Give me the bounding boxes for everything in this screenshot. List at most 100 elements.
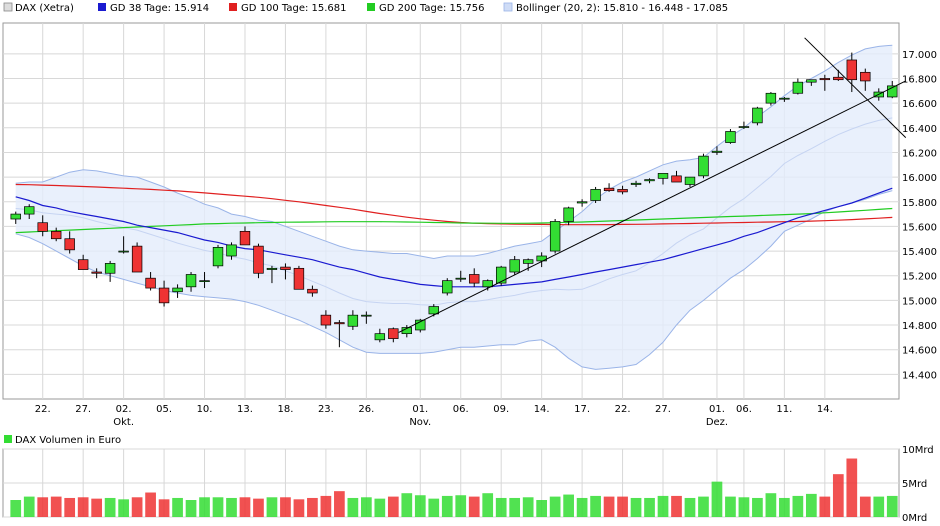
trend-line-1 bbox=[804, 37, 907, 139]
volume-bar-47 bbox=[644, 497, 655, 517]
volume-bar-7 bbox=[104, 497, 116, 517]
volume-bar-22 bbox=[307, 497, 318, 517]
volume-bar-44 bbox=[603, 496, 615, 517]
trend-lines bbox=[398, 37, 907, 333]
candle-body-53 bbox=[725, 131, 736, 143]
candle-body-52 bbox=[711, 150, 723, 153]
volume-bar-56 bbox=[765, 493, 777, 517]
candle-body-34 bbox=[469, 274, 480, 284]
legend-swatch-gd38 bbox=[98, 3, 106, 11]
volume-bar-0 bbox=[10, 500, 22, 517]
candle-body-41 bbox=[563, 207, 574, 222]
volume-bar-9 bbox=[131, 497, 143, 517]
y-tick-5: 15.400 bbox=[902, 247, 937, 258]
volume-bar-61 bbox=[832, 474, 844, 517]
volume-bar-60 bbox=[819, 496, 831, 517]
candle-body-45 bbox=[617, 189, 628, 193]
y-tick-12: 16.800 bbox=[902, 74, 937, 85]
candle-body-11 bbox=[158, 287, 170, 304]
candle-body-48 bbox=[657, 173, 669, 179]
volume-bar-8 bbox=[118, 499, 129, 517]
volume-bar-12 bbox=[172, 497, 183, 517]
volume-bar-57 bbox=[779, 497, 790, 517]
bollinger-upper bbox=[15, 44, 893, 260]
legend-swatch-dax bbox=[3, 2, 13, 12]
volume-bar-19 bbox=[266, 497, 278, 517]
candle-body-40 bbox=[549, 221, 561, 252]
y-tick-1: 14.600 bbox=[902, 346, 937, 357]
candle-body-6 bbox=[91, 271, 102, 274]
volume-legend-swatch bbox=[4, 435, 12, 443]
vol-tick-2: 10Mrd bbox=[902, 445, 934, 456]
x-tick-4: 10. bbox=[197, 404, 213, 415]
volume-bar-31 bbox=[428, 498, 440, 517]
candle-body-49 bbox=[671, 175, 682, 183]
volume-bar-62 bbox=[846, 458, 858, 517]
candle-body-15 bbox=[212, 247, 224, 267]
legend-swatch-gd200 bbox=[367, 3, 375, 11]
candle-body-56 bbox=[765, 92, 777, 104]
x-tick-10: 06. bbox=[453, 404, 469, 415]
volume-bar-11 bbox=[158, 499, 170, 517]
volume-bar-40 bbox=[549, 496, 561, 517]
volume-bar-55 bbox=[752, 497, 763, 517]
y-tick-0: 14.400 bbox=[902, 370, 937, 381]
candle-body-24 bbox=[334, 322, 345, 325]
candle-body-13 bbox=[185, 274, 197, 288]
candle-body-38 bbox=[522, 259, 534, 264]
volume-bar-37 bbox=[509, 497, 521, 517]
y-tick-13: 17.000 bbox=[902, 50, 937, 61]
volume-bar-15 bbox=[212, 497, 224, 517]
candle-body-36 bbox=[495, 266, 507, 284]
x-tick-13: 17. bbox=[574, 404, 590, 415]
candle-body-51 bbox=[698, 155, 709, 177]
volume-title: DAX Volumen in Euro bbox=[15, 435, 121, 446]
legend-swatch-bollinger bbox=[503, 2, 513, 12]
candle-body-26 bbox=[361, 314, 372, 317]
x-tick-17: 06. bbox=[736, 404, 752, 415]
volume-bar-25 bbox=[347, 497, 359, 517]
candle-body-58 bbox=[792, 81, 804, 94]
volume-bar-2 bbox=[37, 497, 49, 517]
candle-body-39 bbox=[536, 255, 547, 262]
candle-body-27 bbox=[374, 333, 386, 341]
candle-body-19 bbox=[266, 267, 278, 270]
legend-dax: DAX (Xetra) bbox=[15, 3, 74, 14]
volume-bar-43 bbox=[590, 495, 601, 517]
x-tick-11: 09. bbox=[493, 404, 509, 415]
volume-bar-28 bbox=[387, 496, 399, 517]
candle-body-9 bbox=[131, 245, 143, 273]
volume-bar-48 bbox=[657, 495, 669, 517]
candle-body-35 bbox=[482, 280, 493, 288]
candle-body-31 bbox=[428, 306, 439, 315]
moving-averages bbox=[15, 183, 893, 288]
volume-y-axis: 0Mrd 5Mrd 10Mrd bbox=[902, 445, 934, 524]
candle-body-10 bbox=[145, 277, 156, 289]
legend-gd200: GD 200 Tage: 15.756 bbox=[379, 3, 485, 14]
volume-bar-20 bbox=[280, 497, 291, 517]
candle-body-0 bbox=[10, 213, 21, 220]
legend-bollinger: Bollinger (20, 2): 15.810 - 16.448 - 17.… bbox=[516, 3, 728, 14]
candle-body-20 bbox=[280, 266, 291, 270]
candle-body-28 bbox=[388, 328, 399, 339]
candle-body-47 bbox=[644, 179, 655, 182]
candle-body-65 bbox=[887, 85, 898, 98]
candle-body-37 bbox=[509, 259, 520, 273]
volume-bar-30 bbox=[414, 495, 426, 517]
volume-bar-6 bbox=[91, 498, 103, 517]
legend-gd38: GD 38 Tage: 15.914 bbox=[110, 3, 209, 14]
volume-bar-52 bbox=[711, 481, 723, 517]
candle-body-59 bbox=[806, 79, 817, 83]
volume-bar-49 bbox=[671, 495, 682, 517]
x-tick-1: 27. bbox=[75, 404, 91, 415]
x-tick-0: 22. bbox=[35, 404, 51, 415]
volume-bar-38 bbox=[522, 497, 534, 517]
volume-bar-64 bbox=[873, 496, 885, 517]
volume-bar-26 bbox=[360, 497, 372, 517]
y-tick-11: 16.600 bbox=[902, 99, 937, 110]
candle-body-43 bbox=[590, 189, 601, 201]
x-tick-16: 01. bbox=[709, 404, 725, 415]
volume-bar-39 bbox=[536, 500, 548, 517]
candle-body-50 bbox=[684, 176, 696, 185]
